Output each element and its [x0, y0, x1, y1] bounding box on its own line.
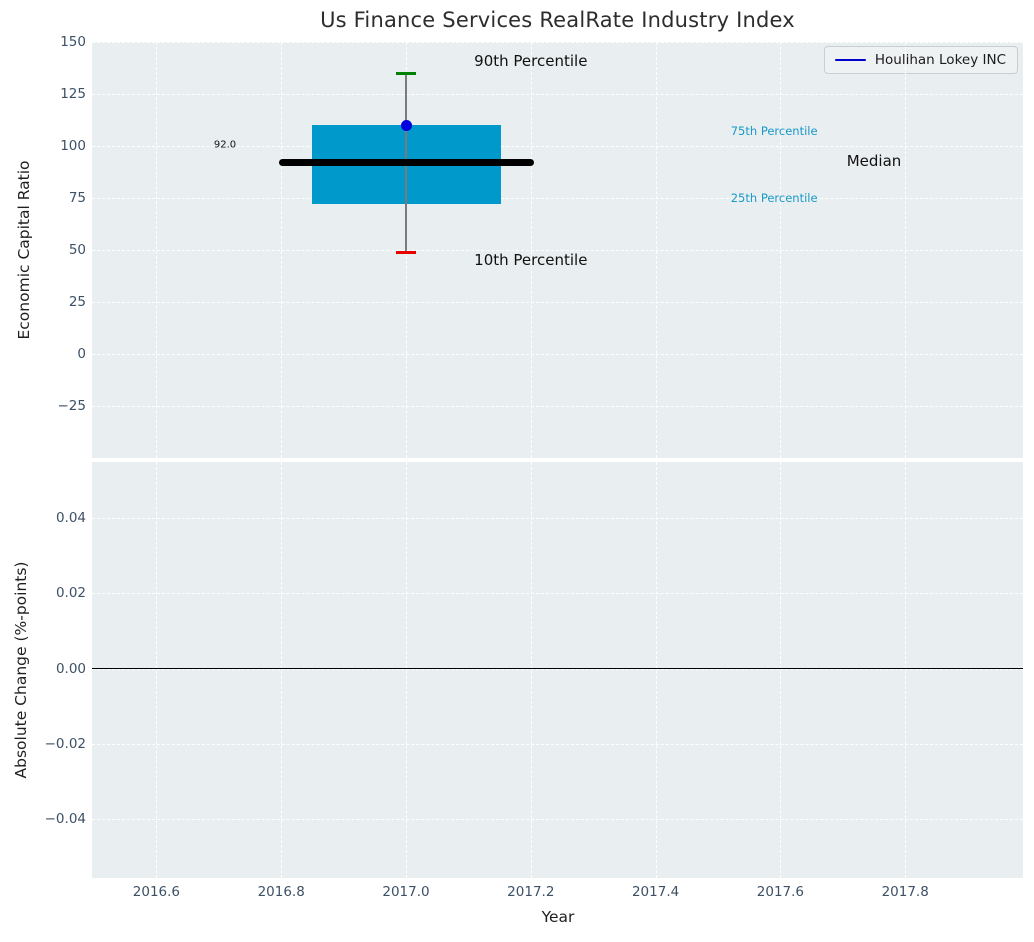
legend-label: Houlihan Lokey INC	[874, 52, 1006, 68]
x-tick-label: 2017.8	[881, 884, 929, 900]
gridline-x	[281, 462, 283, 878]
top-y-tick-label: 50	[68, 242, 86, 258]
bottom-y-tick-label: 0.04	[55, 509, 86, 526]
chart-title: Us Finance Services RealRate Industry In…	[320, 8, 795, 32]
x-tick-label: 2016.6	[132, 884, 181, 900]
top-y-tick-label: 25	[68, 294, 86, 310]
annotation-92-0: 92.0	[213, 139, 237, 151]
gridline-x	[905, 462, 907, 878]
bottom-y-tick-label: 0.02	[55, 585, 86, 602]
gridline-y	[92, 198, 1023, 199]
bottom-y-tick-label: −0.02	[44, 736, 86, 752]
gridline-x	[655, 462, 657, 878]
annotation-90th-percentile: 90th Percentile	[474, 51, 588, 70]
company-data-point	[400, 119, 412, 131]
annotation-25th-percentile: 25th Percentile	[730, 191, 818, 205]
gridline-y	[92, 819, 1023, 821]
gridline-y	[92, 744, 1023, 745]
top-y-tick-label: 0	[77, 346, 86, 362]
gridline-x	[406, 462, 407, 878]
gridline-y	[92, 593, 1023, 595]
gridline-y	[92, 146, 1023, 147]
x-tick-label: 2017.4	[631, 884, 680, 900]
gridline-y	[92, 406, 1023, 407]
annotation-10th-percentile: 10th Percentile	[474, 251, 588, 270]
boxplot-cap-90th	[396, 71, 416, 75]
legend-line-icon	[834, 58, 866, 62]
annotation-median: Median	[846, 151, 902, 170]
zero-reference-line	[92, 667, 1023, 670]
x-axis-label: Year	[541, 908, 575, 926]
top-y-tick-label: 100	[60, 138, 86, 154]
bottom-y-tick-label: −0.04	[44, 811, 86, 828]
top-y-tick-label: 150	[60, 34, 86, 50]
gridline-x	[530, 462, 532, 878]
top-plot-area: Houlihan Lokey INC	[92, 42, 1023, 458]
x-tick-label: 2017.2	[507, 884, 555, 900]
gridline-x	[780, 462, 782, 878]
x-tick-label: 2017.0	[382, 884, 430, 900]
top-y-tick-label: −25	[57, 398, 87, 414]
gridline-y	[92, 302, 1023, 303]
x-tick-label: 2017.6	[756, 884, 805, 900]
gridline-x	[156, 462, 158, 878]
boxplot-cap-10th	[396, 250, 416, 254]
legend: Houlihan Lokey INC	[823, 46, 1018, 74]
top-y-tick-label: 75	[68, 190, 86, 206]
boxplot-median-line	[278, 159, 534, 167]
bottom-y-tick-label: 0.00	[55, 660, 86, 677]
bottom-plot-area	[92, 462, 1023, 878]
annotation-75th-percentile: 75th Percentile	[730, 124, 818, 139]
gridline-y	[92, 42, 1023, 43]
gridline-y	[92, 517, 1023, 519]
gridline-y	[92, 354, 1023, 355]
x-tick-label: 2016.8	[257, 884, 305, 900]
gridline-y	[92, 94, 1023, 95]
top-y-tick-label: 125	[60, 86, 86, 102]
gridline-y	[92, 250, 1023, 251]
